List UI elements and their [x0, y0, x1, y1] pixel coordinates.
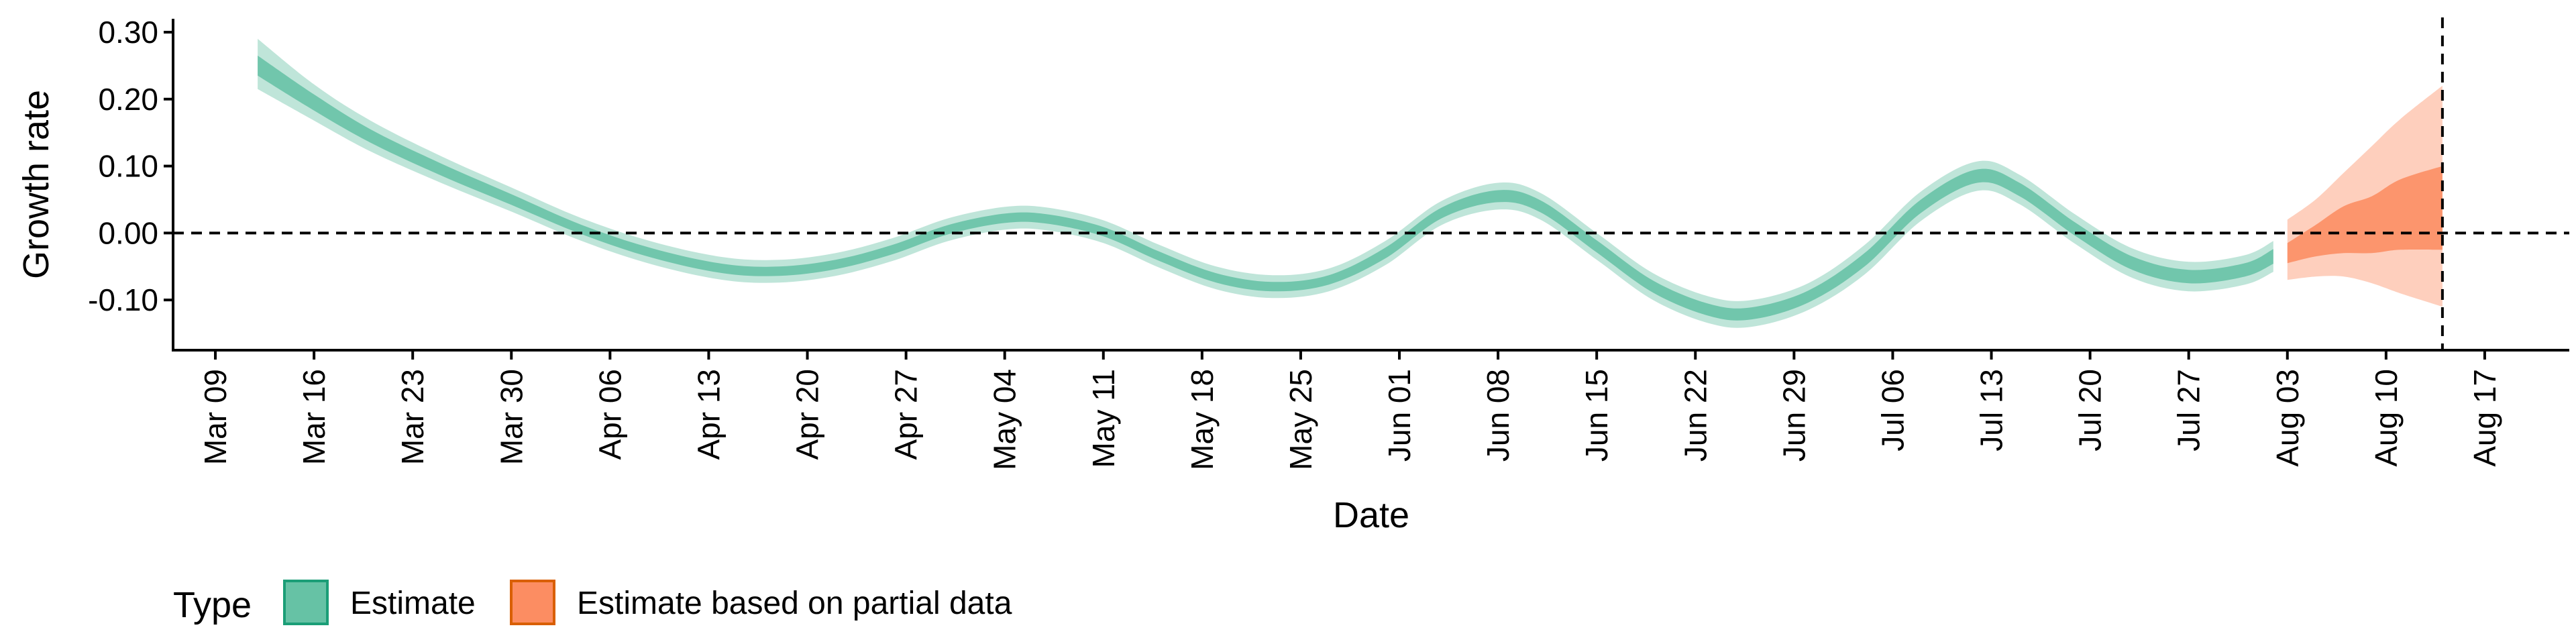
- x-axis-title: Date: [1333, 495, 1409, 535]
- legend-label-estimate: Estimate: [350, 586, 476, 621]
- x-tick-label: Jul 20: [2073, 369, 2108, 451]
- x-tick-label: Jun 01: [1382, 369, 1417, 462]
- y-tick-label: 0.00: [98, 215, 158, 250]
- inner-band-partial-data: [2287, 166, 2443, 264]
- x-tick-label: Mar 16: [297, 369, 331, 465]
- legend: Type Estimate Estimate based on partial …: [173, 580, 1012, 625]
- y-tick-label: 0.20: [98, 82, 158, 117]
- legend-label-partial-data: Estimate based on partial data: [577, 586, 1012, 621]
- x-tick-label: Jun 08: [1481, 369, 1515, 462]
- y-axis-ticks: 0.30 0.20 0.10 0.00 -0.10: [88, 15, 173, 317]
- legend-key-partial-data: [510, 580, 555, 625]
- axes: [172, 19, 2569, 352]
- x-tick-label: Aug 03: [2270, 369, 2305, 467]
- x-tick-label: Apr 20: [790, 369, 825, 460]
- x-tick-label: May 11: [1086, 369, 1121, 468]
- y-tick-label: 0.30: [98, 15, 158, 50]
- y-axis-title: Growth rate: [16, 90, 56, 279]
- y-tick-label: -0.10: [88, 282, 158, 317]
- x-tick-label: Mar 09: [198, 369, 233, 465]
- x-axis-ticks: Mar 09 Mar 16 Mar 23 Mar 30 Apr 06 Apr 13 Apr …: [198, 350, 2502, 470]
- reference-lines: [173, 17, 2569, 350]
- legend-title: Type: [173, 585, 252, 625]
- x-tick-label: Jul 06: [1875, 369, 1910, 451]
- x-tick-label: May 25: [1283, 369, 1318, 470]
- outer-credible-bands: [258, 38, 2443, 328]
- x-tick-label: Mar 23: [395, 369, 430, 465]
- x-tick-label: Jul 13: [1974, 369, 2009, 451]
- x-tick-label: Apr 06: [592, 369, 627, 460]
- legend-key-estimate: [283, 580, 329, 625]
- x-tick-label: Aug 10: [2369, 369, 2404, 467]
- x-tick-label: Apr 27: [889, 369, 924, 460]
- x-tick-label: Jun 22: [1678, 369, 1713, 462]
- x-tick-label: Jun 15: [1579, 369, 1614, 462]
- x-tick-label: Mar 30: [494, 369, 529, 465]
- x-tick-label: Jun 29: [1776, 369, 1811, 462]
- y-tick-label: 0.10: [98, 149, 158, 184]
- x-tick-label: May 18: [1185, 369, 1220, 470]
- x-tick-label: Apr 13: [691, 369, 726, 460]
- x-tick-label: Aug 17: [2467, 369, 2502, 467]
- inner-credible-bands: [258, 55, 2443, 321]
- x-tick-label: Jul 27: [2171, 369, 2206, 451]
- x-tick-label: May 04: [987, 369, 1022, 470]
